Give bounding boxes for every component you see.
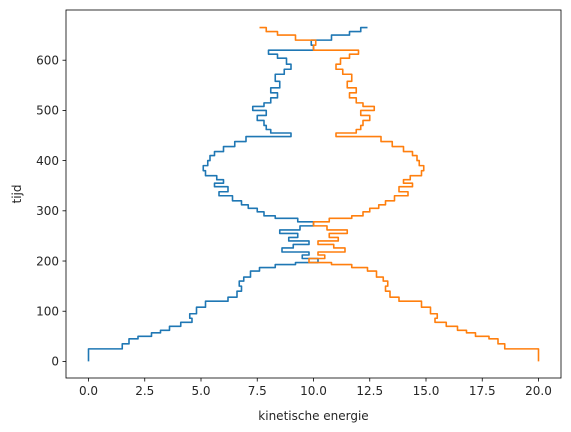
x-tick-label: 15.0 [413, 384, 440, 398]
x-tick-label: 12.5 [356, 384, 383, 398]
x-tick-label: 17.5 [469, 384, 496, 398]
y-tick-label: 400 [36, 154, 59, 168]
x-axis-label: kinetische energie [258, 409, 368, 423]
x-tick-label: 5.0 [191, 384, 210, 398]
x-axis: 0.0 2.5 5.0 7.5 10.0 12.5 15.0 17.5 20.0 [79, 378, 552, 398]
plot-background [66, 10, 561, 378]
x-tick-label: 2.5 [135, 384, 154, 398]
y-tick-label: 200 [36, 254, 59, 268]
plot-area [65, 9, 562, 379]
y-tick-label: 600 [36, 54, 59, 68]
y-tick-label: 0 [51, 355, 59, 369]
series-layer [87, 26, 540, 362]
x-tick-label: 20.0 [525, 384, 552, 398]
x-tick-label: 7.5 [248, 384, 267, 398]
y-tick-label: 100 [36, 305, 59, 319]
series-line-1 [87, 26, 368, 362]
x-tick-label: 0.0 [79, 384, 98, 398]
y-axis-label: tijd [10, 185, 24, 204]
series-line-2 [259, 26, 540, 362]
y-tick-label: 300 [36, 204, 59, 218]
x-tick-label: 10.0 [300, 384, 327, 398]
y-tick-label: 500 [36, 104, 59, 118]
y-axis: 0 100 200 300 400 500 600 [36, 54, 66, 369]
